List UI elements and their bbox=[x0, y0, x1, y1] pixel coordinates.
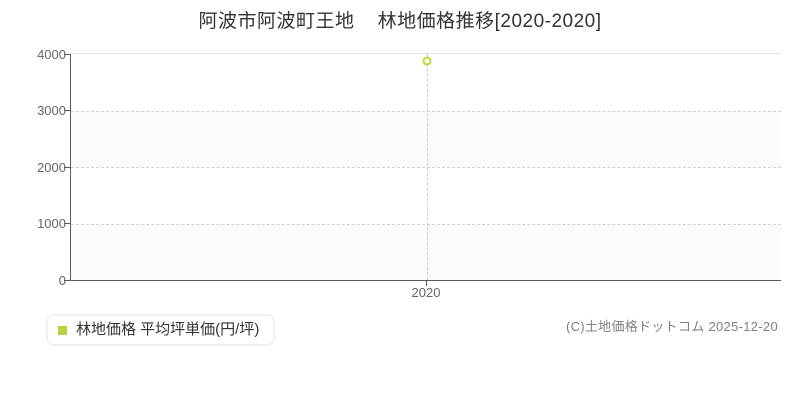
chart-legend[interactable]: 林地価格 平均坪単価(円/坪) bbox=[48, 316, 274, 344]
legend-label: 林地価格 平均坪単価(円/坪) bbox=[76, 321, 260, 338]
copyright-credit: (C)土地価格ドットコム 2025-12-20 bbox=[565, 319, 778, 334]
y-axis-label-4000: 4000 bbox=[37, 47, 66, 62]
y-axis-tick-4000 bbox=[64, 54, 70, 55]
legend-swatch-icon bbox=[58, 325, 67, 335]
gridline-y-2000 bbox=[71, 167, 781, 168]
plot-top-border bbox=[70, 53, 781, 54]
y-axis-label-1000: 1000 bbox=[37, 216, 66, 231]
plot-area bbox=[70, 54, 781, 281]
y-axis-tick-0 bbox=[64, 280, 70, 281]
gridline-y-3000 bbox=[71, 110, 781, 112]
y-axis-tick-2000 bbox=[64, 167, 70, 168]
y-axis-label-0: 0 bbox=[58, 273, 66, 288]
x-axis-tick-2020 bbox=[426, 281, 427, 286]
page-title: 阿波市阿波町王地 林地価格推移[2020-2020] bbox=[0, 10, 800, 34]
plot-band-3000-2000 bbox=[71, 110, 781, 167]
x-axis-label-2020: 2020 bbox=[411, 285, 441, 300]
gridline-y-1000 bbox=[71, 223, 781, 225]
plot-band-1000-0 bbox=[71, 223, 781, 280]
title-location: 阿波市阿波町王地 bbox=[198, 11, 355, 32]
title-series: 林地価格推移[2020-2020] bbox=[377, 11, 602, 32]
y-axis-label-2000: 2000 bbox=[37, 160, 66, 175]
y-axis-label-3000: 3000 bbox=[37, 103, 66, 118]
y-axis-tick-1000 bbox=[64, 223, 70, 224]
y-axis-tick-3000 bbox=[64, 110, 70, 111]
data-point-2020[interactable] bbox=[422, 56, 432, 66]
gridline-x-2020 bbox=[427, 54, 428, 280]
